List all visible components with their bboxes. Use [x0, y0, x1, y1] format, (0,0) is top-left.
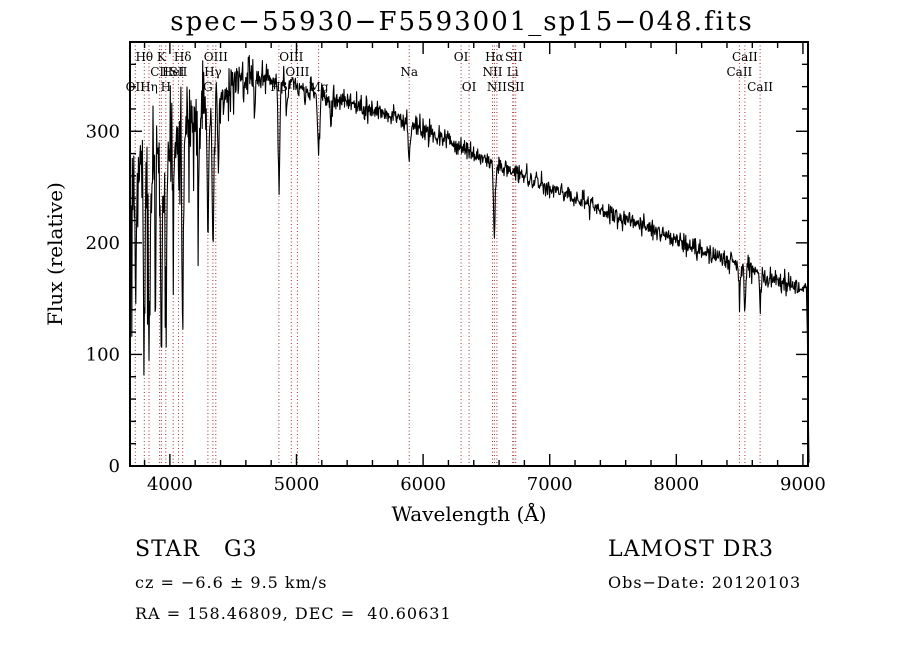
spectral-marker-label: Mg	[309, 80, 329, 94]
spectral-marker-label: SII	[170, 65, 188, 79]
spectral-marker-label: K	[157, 50, 167, 64]
spectral-marker-label: NII	[483, 65, 503, 79]
spectral-marker-label: CII	[150, 65, 169, 79]
spectral-marker-label: Hγ	[204, 65, 222, 79]
x-axis-title: Wavelength (Å)	[391, 501, 546, 526]
plot-axes	[129, 41, 809, 467]
spectral-marker-label: OIII	[279, 50, 303, 64]
spectral-marker-label: OI	[454, 50, 469, 64]
spectral-marker-label: H	[161, 80, 171, 94]
spectral-marker-label: G	[203, 80, 213, 94]
x-tick-label: 6000	[400, 474, 446, 495]
cz-value-label: cz = −6.6 ± 9.5 km/s	[135, 573, 327, 592]
spectrum-line	[130, 55, 810, 463]
spectral-marker-label: Na	[400, 65, 418, 79]
spectral-marker-label: Hβ	[270, 80, 287, 94]
spectral-marker-label: OIII	[204, 50, 228, 64]
spectral-marker-label: SII	[507, 80, 525, 94]
x-tick-label: 8000	[653, 474, 699, 495]
x-tick-label: 5000	[274, 474, 320, 495]
object-class-label: STAR G3	[135, 537, 258, 562]
spectral-marker-label: HeI	[162, 65, 185, 79]
spectral-marker-label: Hα	[485, 50, 504, 64]
spectral-marker-label: Li	[507, 65, 519, 79]
spectral-marker-label: Hη	[140, 80, 158, 94]
y-tick-label: 300	[86, 121, 120, 142]
axis-tick-labels: 4000 5000 6000 7000 8000 9000 0 100 200 300	[86, 121, 826, 495]
obs-date-label: Obs−Date: 20120103	[608, 573, 801, 592]
y-tick-label: 200	[86, 233, 120, 254]
spectral-marker-label: CaII	[732, 50, 758, 64]
spectral-line-labels: OIIHθHηCIIKHHeISIIHδGHγOIIIHβOIIIOIIIMgN…	[126, 50, 774, 94]
spectrum-trace	[130, 55, 810, 463]
spectral-marker-label: SII	[505, 50, 523, 64]
spectral-marker-label: NII	[487, 80, 507, 94]
y-tick-label: 100	[86, 344, 120, 365]
y-axis-title: Flux (relative)	[43, 182, 67, 326]
x-tick-label: 4000	[147, 474, 193, 495]
y-tick-label: 0	[109, 456, 120, 477]
x-tick-label: 9000	[780, 474, 826, 495]
spectral-marker-label: Hδ	[174, 50, 192, 64]
spectral-marker-label: OIII	[285, 65, 309, 79]
spectral-marker-label: OI	[462, 80, 477, 94]
survey-release-label: LAMOST DR3	[608, 537, 774, 562]
spectral-marker-label: CaII	[726, 65, 752, 79]
ra-dec-label: RA = 158.46809, DEC = 40.60631	[135, 604, 452, 623]
x-tick-label: 7000	[527, 474, 573, 495]
spectral-line-markers	[134, 42, 761, 466]
plot-frame	[129, 41, 809, 467]
spectral-marker-label: Hθ	[135, 50, 153, 64]
figure-title: spec−55930−F5593001_sp15−048.fits	[170, 7, 754, 37]
spectral-marker-label: OII	[126, 80, 146, 94]
spectral-marker-label: CaII	[747, 80, 773, 94]
